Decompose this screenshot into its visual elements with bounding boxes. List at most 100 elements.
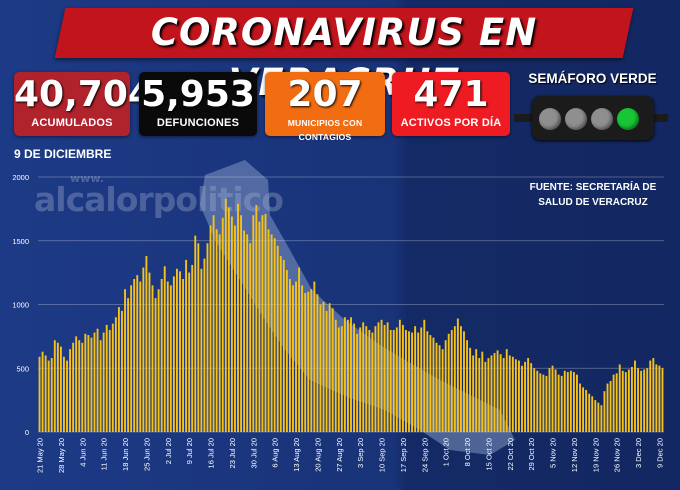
watermark-prefix: www.: [70, 172, 104, 185]
bar: [490, 355, 493, 432]
x-tick-label: 25 Jun 20: [142, 438, 151, 471]
stat-value: 40,704: [14, 74, 153, 115]
x-tick-label: 30 Jul 20: [249, 438, 258, 468]
bar: [243, 230, 246, 432]
bar: [53, 340, 56, 432]
bar: [563, 370, 566, 432]
x-tick-label: 6 Aug 20: [271, 438, 280, 468]
bar: [432, 337, 435, 432]
bar: [478, 358, 481, 432]
bar: [166, 281, 169, 432]
x-tick-label: 15 Oct 20: [484, 438, 493, 471]
bar: [234, 225, 236, 432]
bar: [130, 285, 133, 433]
bar: [292, 285, 294, 433]
bar: [154, 298, 157, 433]
bar: [221, 217, 224, 432]
bar: [353, 323, 355, 433]
x-tick-label: 24 Sep 20: [420, 438, 429, 472]
bar: [527, 358, 530, 432]
x-axis: 21 May 20 28 May 20 4 Jun 20 11 Jun 20 18 Ju…: [36, 438, 665, 473]
bar: [624, 372, 627, 432]
x-tick-label: 21 May 20: [36, 438, 45, 473]
bar: [438, 345, 441, 432]
bar: [307, 291, 310, 432]
traffic-light-gray-icon: [565, 108, 587, 130]
bar: [582, 387, 585, 433]
bar: [325, 310, 328, 433]
bar: [188, 272, 191, 433]
bar: [145, 256, 148, 432]
bar: [518, 360, 520, 432]
bar: [252, 215, 255, 432]
x-tick-label: 20 Aug 20: [313, 438, 322, 472]
bar: [246, 234, 249, 433]
x-tick-label: 12 Nov 20: [570, 438, 579, 472]
bar: [600, 405, 603, 432]
bar: [603, 391, 606, 432]
traffic-light-gray-icon: [591, 108, 613, 130]
x-tick-label: 28 May 20: [57, 438, 66, 473]
semaforo-label: SEMÁFORO VERDE: [528, 71, 657, 86]
stat-value: 471: [413, 74, 489, 115]
bar: [127, 298, 130, 433]
bar: [209, 225, 212, 432]
bar: [322, 301, 325, 432]
bar: [634, 360, 636, 432]
bar: [576, 374, 578, 433]
bar: [194, 235, 197, 432]
bar: [301, 285, 304, 433]
bar: [285, 270, 288, 432]
bar: [185, 259, 188, 433]
bar: [569, 370, 572, 432]
bar: [114, 317, 117, 432]
bar: [612, 374, 615, 433]
bar: [469, 347, 472, 432]
bar: [655, 364, 658, 432]
bar: [496, 350, 499, 432]
bar: [386, 322, 389, 432]
bar: [392, 330, 395, 432]
bar: [258, 221, 261, 433]
bar: [56, 342, 59, 432]
bar: [200, 268, 203, 432]
bar: [356, 333, 359, 432]
bar: [414, 326, 417, 432]
bar: [585, 389, 588, 432]
bar: [81, 342, 84, 432]
bar: [288, 279, 291, 432]
bar: [316, 294, 319, 432]
bar: [542, 374, 545, 433]
x-tick-label: 3 Dec 20: [634, 438, 643, 468]
bar: [560, 375, 563, 432]
bar: [313, 281, 316, 432]
bar: [536, 370, 539, 432]
bar: [524, 361, 526, 433]
bar: [304, 293, 307, 432]
bar: [514, 359, 517, 432]
bar: [343, 317, 346, 432]
bar: [643, 369, 646, 432]
bar: [267, 229, 270, 432]
bar: [475, 349, 478, 433]
bar: [383, 324, 386, 432]
stat-label: ACTIVOS POR DÍA: [400, 117, 502, 129]
bar: [618, 364, 621, 432]
bar: [151, 285, 154, 433]
stat-acumulados: 40,704 ACUMULADOS: [14, 72, 153, 136]
bar: [295, 281, 297, 432]
bar: [163, 266, 166, 432]
bar: [230, 216, 233, 432]
bar: [545, 375, 548, 432]
bar: [121, 310, 123, 433]
bar: [237, 203, 239, 432]
bar: [347, 319, 349, 432]
bar: [539, 373, 542, 432]
bar: [172, 276, 175, 432]
bar: [447, 333, 450, 432]
x-tick-label: 8 Oct 20: [463, 438, 472, 466]
bar: [240, 215, 243, 432]
bar: [334, 319, 337, 432]
bar: [93, 332, 96, 432]
bar: [371, 332, 374, 432]
